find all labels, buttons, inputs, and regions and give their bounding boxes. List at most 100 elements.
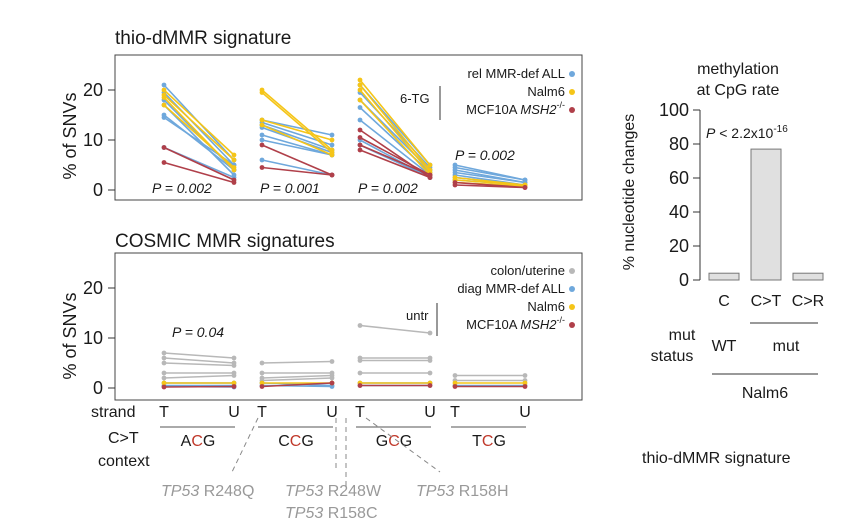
mutation-r248w: TP53 R248W <box>285 483 382 500</box>
top-point <box>452 182 458 188</box>
bottom-series-line <box>163 374 235 379</box>
pvalue-acg-bottom: P = 0.04 <box>172 324 224 340</box>
bottom-point <box>161 380 167 386</box>
bottom-point <box>427 358 433 363</box>
top-ytick-label: 20 <box>83 80 103 100</box>
top-point <box>231 152 237 158</box>
pvalue-acg-top: P = 0.002 <box>152 180 212 196</box>
status-wt: WT <box>712 338 737 355</box>
legend-nalm6: Nalm6 <box>527 84 565 99</box>
top-series-lines <box>161 77 528 190</box>
bar-categories: C C>T C>R <box>718 293 824 310</box>
strand-letter: T <box>159 404 169 421</box>
top-series-line <box>359 84 431 171</box>
top-point <box>161 115 167 120</box>
top-point <box>357 77 363 83</box>
top-point <box>357 142 363 148</box>
top-point <box>161 95 167 100</box>
legend-dot-blue <box>569 71 575 77</box>
footer-caption: thio-dMMR signature <box>642 450 791 467</box>
top-point <box>161 102 167 108</box>
top-point <box>357 147 363 153</box>
top-point <box>231 180 237 185</box>
top-ytick-label: 10 <box>83 130 103 150</box>
bottom-legend: colon/uterine diag MMR-def ALL Nalm6 MCF… <box>406 263 575 336</box>
bottom-point <box>231 355 237 361</box>
top-pvalues: P = 0.002 P = 0.001 P = 0.002 P = 0.002 <box>152 147 515 196</box>
top-series-line <box>261 159 333 176</box>
bottom-series-line <box>261 382 333 388</box>
bottom-y-axis: 0 10 20 <box>83 278 115 398</box>
top-point <box>329 142 335 148</box>
top-series-line <box>163 89 235 156</box>
context-gcg: GCG <box>376 433 412 450</box>
bottom-point <box>231 373 237 378</box>
bottom-series-line <box>163 357 235 364</box>
mutation-pointers <box>231 417 441 490</box>
bottom-series-line <box>261 377 333 382</box>
bottom-point <box>452 384 458 389</box>
status-mut: mut <box>773 338 800 355</box>
bottom-point <box>161 360 167 366</box>
top-point <box>329 132 335 138</box>
strand-letter: T <box>450 404 460 421</box>
legend-dot-red <box>569 107 575 113</box>
bottom-point <box>161 375 167 381</box>
pointer-r158h <box>365 417 441 473</box>
bottom-point <box>231 380 237 386</box>
top-series-line <box>163 161 235 184</box>
bottom-point <box>427 370 433 376</box>
mutation-r158h: TP53 R158H <box>416 483 509 500</box>
bottom-ytick-label: 20 <box>83 278 103 298</box>
top-point <box>161 145 167 150</box>
bottom-point <box>161 384 167 390</box>
bottom-series-line <box>261 374 333 379</box>
top-series-line <box>261 119 333 136</box>
bar-0 <box>708 272 740 281</box>
cell-line: Nalm6 <box>742 385 788 402</box>
bottom-point <box>522 384 528 389</box>
strand-letter: U <box>326 404 338 421</box>
pvalue-gcg-top: P = 0.002 <box>358 180 418 196</box>
top-point <box>259 117 265 123</box>
bar-ylabel: % nucleotide changes <box>621 114 638 271</box>
legend-mcf10a: MCF10A MSH2-/- <box>466 100 565 117</box>
top-series-line <box>261 119 333 141</box>
top-series-line <box>261 166 333 176</box>
strand-letter: U <box>519 404 531 421</box>
bottom-point <box>452 380 458 386</box>
mutation-r158c: TP53 R158C <box>285 505 378 522</box>
top-point <box>357 97 363 103</box>
top-series-line <box>359 99 431 176</box>
pointer-r248q <box>231 417 259 473</box>
top-point <box>357 117 363 123</box>
bottom-point <box>231 363 237 368</box>
mut-status-line2: status <box>651 348 694 365</box>
mut-status-line1: mut <box>669 327 696 344</box>
top-ylabel: % of SNVs <box>60 92 80 179</box>
top-point <box>259 132 265 138</box>
top-point <box>427 175 433 180</box>
top-series-line <box>261 121 333 146</box>
legend-diag-mmr: diag MMR-def ALL <box>457 281 565 296</box>
top-series-line <box>359 144 431 176</box>
bottom-point <box>329 384 335 389</box>
bottom-point <box>522 380 528 386</box>
bottom-point <box>452 373 458 378</box>
top-series-line <box>261 134 333 156</box>
bar-ytick-label: 40 <box>669 202 689 222</box>
top-series-line <box>359 119 431 176</box>
context-ccg: CCG <box>278 433 314 450</box>
context-label: context <box>98 453 150 470</box>
legend-nalm6-b: Nalm6 <box>527 299 565 314</box>
top-series-line <box>359 136 431 176</box>
legend-dot-red-b <box>569 322 575 328</box>
pvalue-ccg-top: P = 0.001 <box>260 180 320 196</box>
bar-2 <box>792 272 824 281</box>
bar-1 <box>750 148 782 281</box>
bottom-point <box>259 360 265 366</box>
mutation-r248q: TP53 R248Q <box>161 483 254 500</box>
bottom-series-line <box>163 362 235 367</box>
